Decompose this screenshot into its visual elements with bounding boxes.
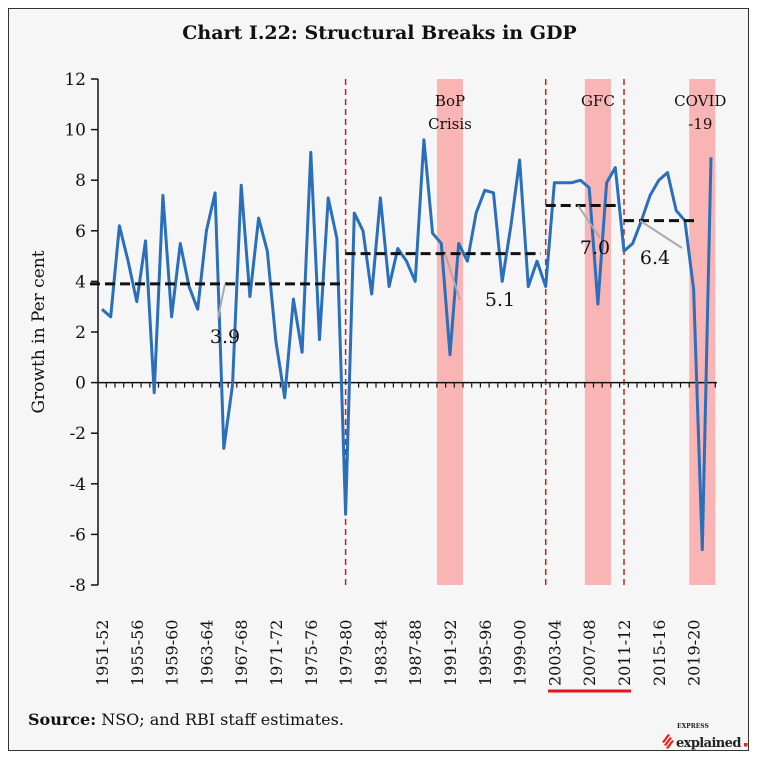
- y-tick-label: 0: [75, 374, 86, 394]
- x-tick-label: 2015-16: [650, 620, 669, 686]
- express-explained-logo: EXPRESS explained: [660, 722, 752, 754]
- mean-label-leader: [217, 283, 226, 319]
- y-tick-label: 4: [75, 272, 86, 292]
- x-tick-label: 1967-68: [232, 620, 251, 686]
- mean-label-leader: [577, 204, 601, 239]
- y-tick-label: 2: [75, 323, 86, 343]
- logo-explained-text: explained: [676, 736, 741, 750]
- source-text: NSO; and RBI staff estimates.: [96, 710, 344, 729]
- x-tick-label: 1983-84: [371, 620, 390, 686]
- y-tick-label: -4: [69, 475, 86, 495]
- gdp-growth-line: [101, 138, 713, 552]
- period-mean-label: 3.9: [210, 326, 240, 348]
- x-tick-label: 1991-92: [441, 620, 460, 686]
- y-tick-label: -2: [69, 424, 86, 444]
- x-tick-label: 2011-12: [615, 620, 634, 686]
- period-mean-label: 5.1: [485, 289, 515, 311]
- logo-stripes-icon: [662, 734, 674, 749]
- y-axis-label: Growth in Per cent: [29, 250, 49, 413]
- y-tick-label: 8: [75, 171, 86, 191]
- chart-frame: [8, 8, 749, 751]
- shaded-period: [436, 79, 464, 585]
- x-tick-label: 1963-64: [197, 620, 216, 686]
- logo-express-text: EXPRESS: [677, 723, 709, 730]
- shaded-period-label: COVID: [674, 92, 726, 110]
- x-tick-label: 1995-96: [476, 620, 495, 686]
- source-note: Source: NSO; and RBI staff estimates.: [28, 710, 344, 729]
- y-tick-label: -6: [69, 525, 86, 545]
- source-prefix: Source:: [28, 710, 97, 729]
- chart-title: Chart I.22: Structural Breaks in GDP: [182, 22, 577, 44]
- x-tick-label: 1979-80: [337, 620, 356, 686]
- shaded-period-label: Crisis: [428, 115, 472, 133]
- x-tick-label: 2019-20: [685, 620, 704, 686]
- shaded-period-label: BoP: [435, 92, 465, 110]
- logo-graphic: EXPRESS explained: [662, 723, 748, 751]
- x-tick-label: 1987-88: [406, 620, 425, 686]
- shaded-period-label: GFC: [581, 92, 615, 110]
- mean-label-leader: [444, 253, 461, 301]
- y-tick-label: 10: [64, 121, 86, 141]
- x-tick-label: 2007-08: [580, 620, 599, 686]
- mean-label-leader: [639, 219, 683, 249]
- x-tick-label: 2003-04: [545, 620, 564, 686]
- period-mean-label: 7.0: [580, 237, 610, 259]
- x-tick-label: 1975-76: [302, 620, 321, 686]
- period-mean-label: 6.4: [640, 247, 670, 269]
- y-tick-label: -8: [69, 576, 86, 596]
- x-tick-label: 1951-52: [93, 620, 112, 686]
- y-tick-label: 6: [75, 222, 86, 242]
- y-tick-label: 12: [64, 70, 86, 90]
- x-tick-label: 1971-72: [267, 620, 286, 686]
- x-tick-label: 1955-56: [128, 620, 147, 686]
- x-tick-label: 1959-60: [163, 620, 182, 686]
- shaded-period-label: -19: [688, 115, 712, 133]
- shaded-period: [584, 79, 611, 585]
- x-tick-label: 1999-00: [511, 620, 530, 686]
